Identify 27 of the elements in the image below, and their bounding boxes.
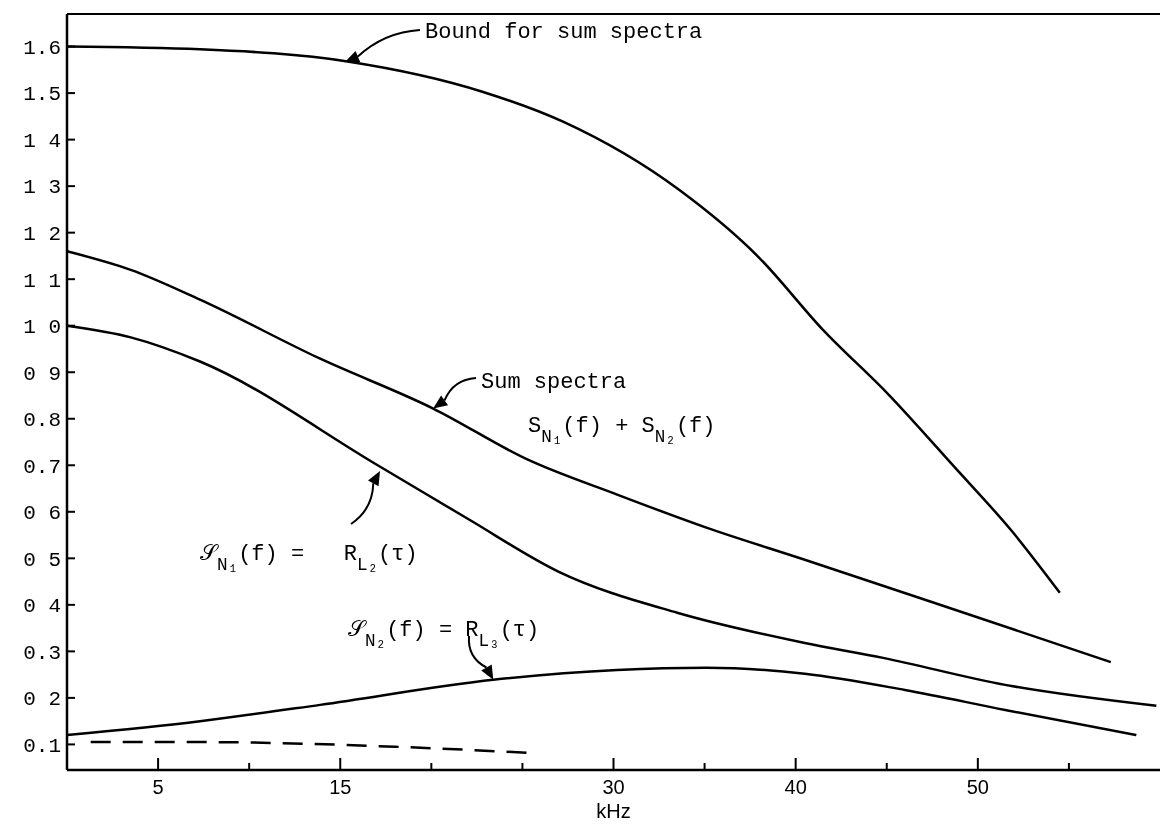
annotation: S$_{N₁}$(f) + S$_{N₂}$(f) xyxy=(528,414,716,447)
annotation: 𝒮$_{N₂}$(f) = R$_{L₃}$(τ) xyxy=(348,618,540,651)
x-tick-label: 15 xyxy=(329,776,352,798)
y-tick-label: 0.3 xyxy=(23,641,61,665)
y-tick-label: 1 3 xyxy=(23,176,61,200)
y-tick-label: 1 0 xyxy=(23,316,61,340)
x-tick-label: 50 xyxy=(966,776,989,798)
y-tick-label: 1 2 xyxy=(23,223,61,247)
annotation: Sum spectra xyxy=(481,370,627,395)
x-tick-label: 40 xyxy=(784,776,807,798)
y-tick-label: 0 6 xyxy=(23,502,61,526)
y-tick-label: 0.8 xyxy=(23,409,61,433)
y-tick-label: 0 4 xyxy=(23,595,61,619)
annotation: 𝒮$_{N₁}$(f) = R$_{L₂}$(τ) xyxy=(200,542,418,575)
annotation: Bound for sum spectra xyxy=(425,20,703,45)
x-tick-label: 30 xyxy=(602,776,625,798)
y-tick-label: 0 9 xyxy=(23,362,61,386)
y-tick-label: 0 5 xyxy=(23,548,61,572)
y-tick-label: 0.7 xyxy=(23,455,61,479)
x-tick-label: 5 xyxy=(152,776,164,798)
y-tick-label: 0.1 xyxy=(23,734,61,758)
y-tick-label: 1 4 xyxy=(23,129,61,153)
y-tick-label: 0 2 xyxy=(23,688,61,712)
y-tick-label: 1.6 xyxy=(23,36,61,60)
y-tick-label: 1.5 xyxy=(23,83,61,107)
y-tick-label: 1 1 xyxy=(23,269,61,293)
x-axis-title: kHz xyxy=(596,800,631,822)
